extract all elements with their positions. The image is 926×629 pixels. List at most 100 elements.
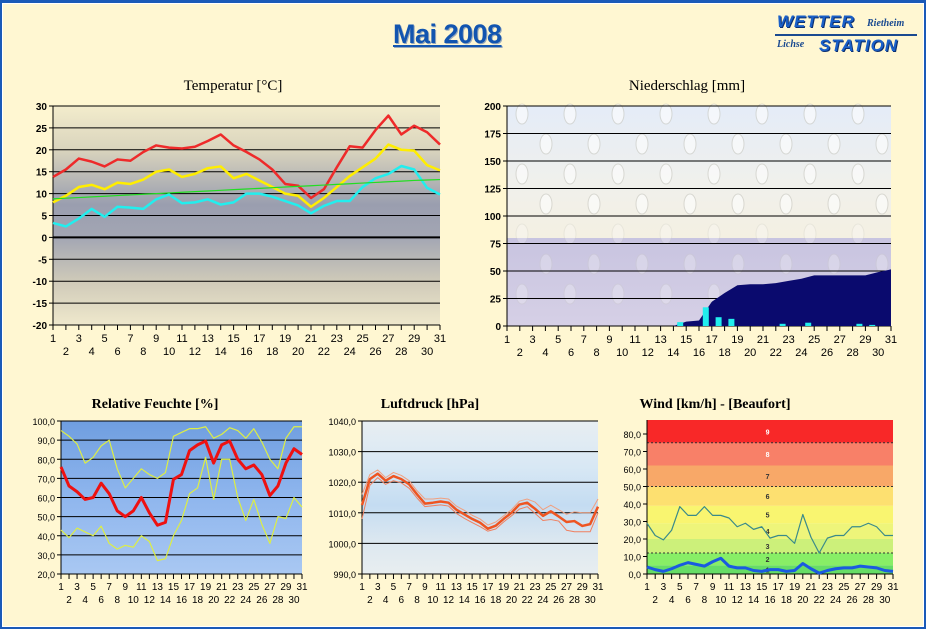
beaufort-label: 3: [766, 544, 770, 551]
temperature-series-max: [52, 114, 441, 200]
x-tick-label: 13: [202, 333, 214, 345]
x-tick-label: 22: [770, 347, 782, 359]
raindrop-decoration: [563, 163, 577, 185]
y-tick-label: 75: [490, 240, 502, 251]
x-tick-label: 2: [66, 595, 72, 606]
x-tick-label: 10: [163, 346, 175, 358]
raindrop-decoration: [779, 253, 793, 275]
x-tick-label: 1: [644, 582, 650, 593]
x-tick-label: 7: [406, 582, 412, 593]
raindrop-decoration: [803, 163, 817, 185]
beaufort-label: 9: [766, 429, 770, 436]
x-tick-label: 4: [383, 595, 389, 606]
x-tick-label: 11: [435, 582, 446, 593]
y-tick-label: 80,0: [37, 455, 55, 465]
raindrop-decoration: [707, 103, 721, 125]
beaufort-band-7: [647, 465, 893, 487]
x-tick-label: 27: [834, 334, 846, 346]
x-tick-label: 27: [561, 582, 573, 593]
beaufort-band-2: [647, 553, 893, 566]
x-tick-label: 14: [667, 347, 679, 359]
x-tick-label: 24: [795, 347, 807, 359]
x-tick-label: 17: [482, 582, 494, 593]
y-tick-label: 50,0: [37, 513, 55, 523]
x-tick-label: 16: [693, 347, 705, 359]
x-tick-label: 23: [530, 582, 542, 593]
y-tick-label: 80,0: [623, 430, 641, 440]
x-tick-label: 29: [280, 582, 292, 593]
x-tick-label: 29: [859, 334, 871, 346]
x-tick-label: 11: [724, 582, 735, 593]
raindrop-decoration: [515, 103, 529, 125]
y-tick-label: 0,0: [628, 570, 641, 580]
x-tick-label: 18: [192, 595, 204, 606]
x-tick-label: 8: [702, 595, 708, 606]
x-tick-label: 30: [585, 595, 597, 606]
temperature-series-min: [52, 164, 441, 228]
x-tick-label: 23: [822, 582, 834, 593]
x-tick-label: 14: [748, 595, 760, 606]
x-tick-label: 2: [367, 595, 373, 606]
x-tick-label: 16: [764, 595, 776, 606]
x-tick-label: 11: [176, 333, 187, 345]
wind-series-boe: [646, 506, 893, 554]
raindrop-decoration: [539, 193, 553, 215]
y-tick-label: -15: [33, 299, 48, 310]
x-tick-label: 23: [331, 333, 343, 345]
x-tick-label: 8: [140, 346, 146, 358]
x-tick-label: 21: [757, 334, 769, 346]
x-tick-label: 31: [887, 582, 899, 593]
x-tick-label: 11: [629, 334, 640, 346]
x-tick-label: 25: [808, 334, 820, 346]
chart-title: Luftdruck [hPa]: [381, 397, 479, 412]
x-tick-label: 8: [114, 595, 120, 606]
x-tick-label: 2: [63, 346, 69, 358]
x-tick-label: 17: [253, 333, 265, 345]
x-tick-label: 9: [153, 333, 159, 345]
x-tick-label: 31: [434, 333, 446, 345]
raindrop-decoration: [707, 163, 721, 185]
x-tick-label: 29: [408, 333, 420, 345]
x-tick-label: 9: [606, 334, 612, 346]
x-tick-label: 20: [744, 347, 756, 359]
y-tick-label: 20,0: [623, 535, 641, 545]
x-tick-label: 15: [168, 582, 180, 593]
x-tick-label: 5: [677, 582, 683, 593]
x-tick-label: 26: [846, 595, 858, 606]
beaufort-label: 7: [766, 474, 770, 481]
y-tick-label: 15: [36, 168, 48, 179]
x-tick-label: 18: [718, 347, 730, 359]
x-tick-label: 25: [248, 582, 260, 593]
beaufort-band-6: [647, 486, 893, 506]
x-tick-label: 30: [288, 595, 300, 606]
x-tick-label: 15: [227, 333, 239, 345]
x-tick-label: 6: [98, 595, 104, 606]
x-tick-label: 18: [266, 346, 278, 358]
x-tick-label: 13: [451, 582, 463, 593]
x-tick-label: 8: [414, 595, 420, 606]
raindrop-decoration: [659, 163, 673, 185]
y-tick-label: 1020,0: [328, 478, 356, 488]
x-tick-label: 20: [208, 595, 220, 606]
y-tick-label: 0: [495, 322, 501, 333]
y-tick-label: 30,0: [37, 551, 55, 561]
y-tick-label: -5: [38, 255, 47, 266]
x-tick-label: 7: [106, 582, 112, 593]
beaufort-band-9: [647, 420, 893, 443]
beaufort-band-8: [647, 442, 893, 466]
y-tick-label: 0: [41, 233, 47, 244]
x-tick-label: 4: [669, 595, 675, 606]
plot-background: [362, 421, 598, 574]
y-tick-label: 5: [41, 212, 47, 223]
raindrop-decoration: [611, 163, 625, 185]
x-tick-label: 6: [685, 595, 691, 606]
x-tick-label: 2: [652, 595, 658, 606]
x-tick-label: 4: [542, 347, 548, 359]
x-tick-label: 13: [152, 582, 164, 593]
precipitation-bar: [677, 322, 684, 326]
x-tick-label: 12: [642, 347, 654, 359]
raindrop-decoration: [587, 193, 601, 215]
raindrop-decoration: [755, 103, 769, 125]
x-tick-label: 4: [82, 595, 88, 606]
x-tick-label: 26: [369, 346, 381, 358]
